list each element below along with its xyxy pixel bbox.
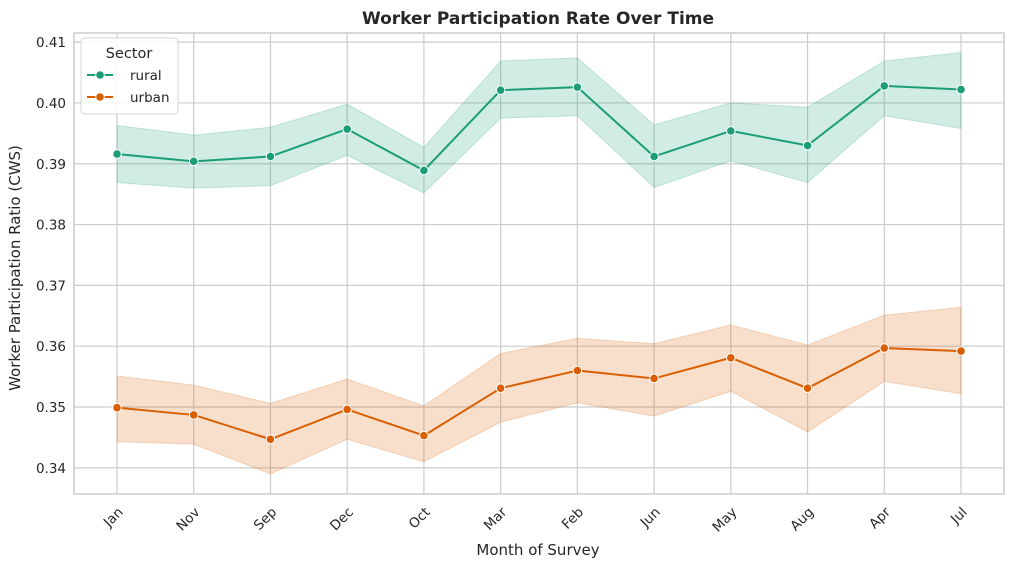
- legend: Sector rural urban: [80, 37, 179, 115]
- urban-point: [956, 346, 966, 356]
- x-tick-label: Jan: [100, 504, 127, 531]
- series-lines: [116, 84, 962, 441]
- x-tick-label: Oct: [406, 504, 434, 532]
- y-tick-label: 0.40: [36, 96, 66, 112]
- y-tick-label: 0.38: [36, 218, 66, 234]
- x-tick-label: Nov: [173, 504, 203, 534]
- x-tick-label: Mar: [481, 504, 511, 534]
- urban-point: [649, 373, 659, 384]
- rural-point: [879, 81, 890, 91]
- urban-point: [726, 352, 736, 363]
- rural-point: [188, 156, 199, 167]
- y-tick-label: 0.34: [36, 461, 66, 477]
- rural-point: [112, 149, 122, 159]
- plot-frame: [73, 32, 1005, 495]
- rural-point: [956, 84, 966, 95]
- x-tick-label: Apr: [866, 504, 894, 532]
- series-points: [112, 81, 966, 445]
- x-tick-label: Aug: [787, 504, 817, 534]
- y-axis-label: Worker Participation Ratio (CWS): [6, 145, 24, 391]
- rural-point: [419, 165, 429, 176]
- legend-title: Sector: [106, 46, 153, 62]
- rural-confidence-band: [116, 51, 962, 194]
- x-axis-label: Month of Survey: [476, 541, 599, 559]
- urban-line: [116, 347, 962, 441]
- y-tick-label: 0.35: [36, 400, 66, 416]
- rural-point: [572, 82, 583, 92]
- urban-point: [802, 383, 813, 393]
- rural-point: [495, 85, 506, 95]
- x-tick-label: May: [709, 504, 740, 535]
- urban-point: [495, 383, 506, 393]
- chart-title: Worker Participation Rate Over Time: [362, 9, 714, 29]
- x-tick-label: Jun: [637, 504, 664, 531]
- y-tick-label: 0.37: [36, 278, 66, 294]
- legend-box: [80, 37, 179, 115]
- rural-line: [116, 84, 962, 172]
- legend-urban-label: urban: [130, 90, 170, 106]
- rural-point: [649, 151, 659, 162]
- rural-point: [802, 140, 813, 151]
- grid: [74, 33, 1004, 494]
- x-tick-labels: Jan Nov Sep Dec Oct Mar Feb Jun May Aug Apr Jul: [100, 504, 971, 535]
- y-tick-labels: 0.34 0.35 0.36 0.37 0.38 0.39 0.40 0.41: [36, 35, 66, 477]
- urban-point: [572, 365, 583, 376]
- legend-urban-marker: [95, 92, 105, 102]
- legend-entries: rural urban: [87, 68, 170, 106]
- x-tick-label: Dec: [327, 504, 357, 534]
- x-tick-label: Sep: [251, 504, 280, 533]
- legend-rural-marker: [95, 70, 105, 80]
- urban-point: [419, 430, 429, 441]
- urban-confidence-band: [116, 306, 962, 475]
- rural-point: [265, 151, 276, 162]
- rural-point: [342, 124, 352, 134]
- y-tick-label: 0.36: [36, 339, 66, 355]
- x-tick-label: Jul: [947, 504, 971, 528]
- urban-point: [112, 402, 122, 413]
- urban-point: [342, 404, 352, 415]
- y-tick-label: 0.41: [36, 35, 66, 51]
- x-tick-label: Feb: [559, 504, 587, 532]
- urban-point: [265, 434, 276, 445]
- urban-point: [188, 410, 199, 420]
- y-tick-label: 0.39: [36, 157, 66, 173]
- urban-point: [879, 343, 890, 353]
- confidence-bands: [116, 51, 962, 475]
- rural-point: [726, 126, 736, 136]
- legend-rural-label: rural: [130, 68, 162, 84]
